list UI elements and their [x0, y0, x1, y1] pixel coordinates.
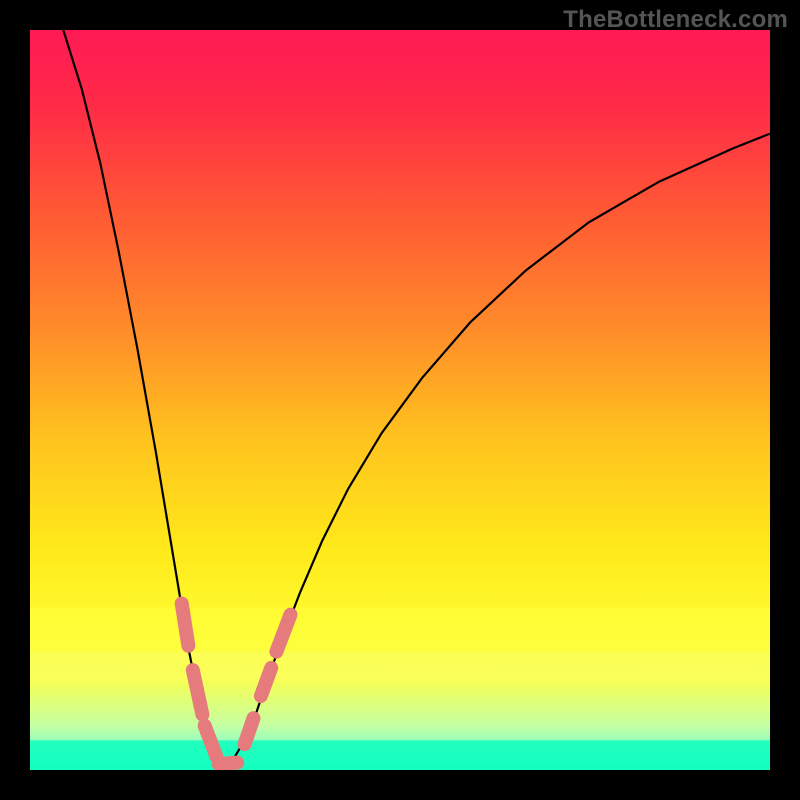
watermark-text: TheBottleneck.com [563, 6, 788, 34]
chart-svg [0, 0, 800, 800]
chart-canvas: TheBottleneck.com [0, 0, 800, 800]
